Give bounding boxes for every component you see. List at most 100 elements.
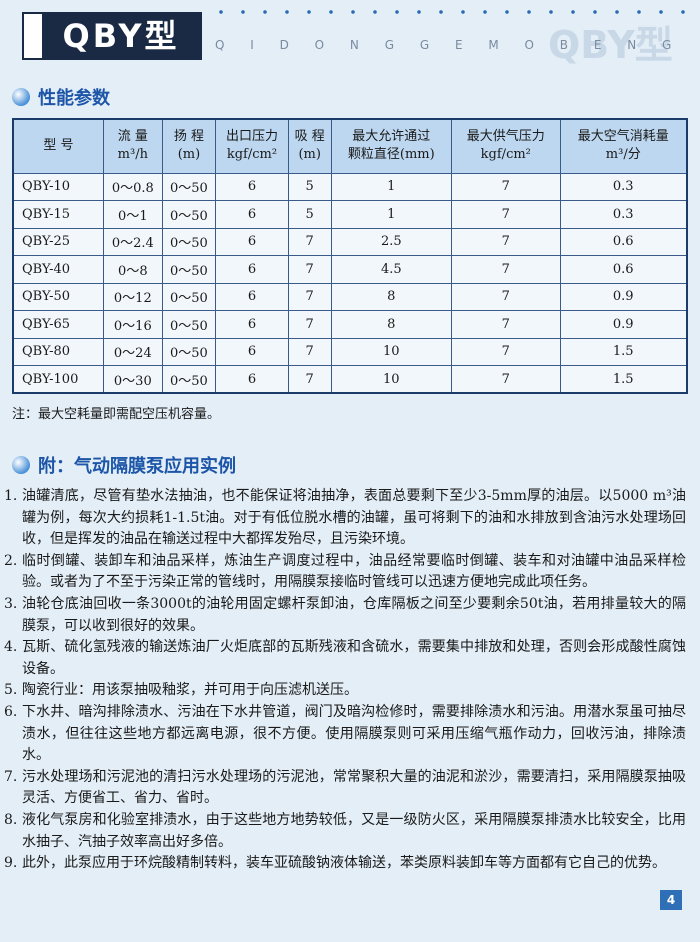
table-cell: 0～50 (161, 282, 217, 311)
table-cell: 7 (287, 365, 332, 394)
table-cell: QBY-40 (12, 255, 104, 284)
table-cell: QBY-100 (12, 365, 104, 394)
table-cell: 0.6 (559, 255, 688, 284)
table-cell: 0～0.8 (102, 172, 163, 201)
table-cell: 7 (287, 310, 332, 339)
table-cell: 8 (330, 310, 453, 339)
table-cell: 6 (215, 310, 289, 339)
header-cell: 最大允许通过 颗粒直径(mm) (330, 118, 453, 174)
item-number: 4. (4, 639, 18, 656)
table-cell: 7 (451, 200, 561, 229)
header-text: 最大供气压力 (466, 129, 545, 145)
table-cell: 1 (330, 200, 453, 229)
table-cell: 0～50 (161, 172, 217, 201)
table-cell: 5 (287, 172, 332, 201)
header-cell: 出口压力 kgf/cm² (215, 118, 289, 174)
table-cell: 5 (287, 200, 332, 229)
table-cell: 7 (451, 337, 561, 366)
table-cell: 0.3 (559, 200, 688, 229)
item-number: 1. (4, 488, 18, 504)
header-text: 吸 程 (294, 129, 325, 145)
table-cell: 0～16 (102, 310, 163, 339)
list-item: 8. 液化气泵房和化验室排渍水，由于这些地方地势较低，又是一级防火区，采用隔膜泵排… (4, 810, 686, 853)
item-text: 污水处理场和污泥池的清扫污水处理场的污泥池，常常聚积大量的油泥和淤沙，需要清扫，… (22, 768, 686, 807)
table-cell: 0～8 (102, 255, 163, 284)
header-title: QBY型 (42, 14, 200, 58)
header-text: kgf/cm² (480, 147, 531, 163)
table-cell: 10 (330, 365, 453, 394)
table-cell: 0～50 (161, 310, 217, 339)
item-number: 8. (4, 811, 18, 828)
table-cell: 0～50 (161, 365, 217, 394)
header-text: (m) (177, 147, 201, 163)
header-cell: 扬 程 (m) (161, 118, 217, 174)
table-cell: 0～50 (161, 337, 217, 366)
table-cell: 7 (451, 172, 561, 201)
list-item: 1. 油罐清底，尽管有垫水法抽油，也不能保证将油抽净，表面总要剩下至少3-5mm厚… (4, 486, 686, 551)
table-cell: 0.9 (559, 282, 688, 311)
list-item: 9. 此外，此泵应用于环烷酸精制转料，装车亚硫酸钠液体输送，苯类原料装卸车等方面都… (4, 853, 686, 875)
table-cell: 6 (215, 200, 289, 229)
header-text: m³/分 (605, 147, 641, 163)
table-cell: 7 (451, 227, 561, 256)
table-cell: 0～50 (161, 200, 217, 229)
table-cell: 0.3 (559, 172, 688, 201)
item-number: 3. (4, 595, 18, 612)
table-cell: 4.5 (330, 255, 453, 284)
table-cell: 7 (287, 282, 332, 311)
table-cell: 7 (451, 365, 561, 394)
table-cell: 0～2.4 (102, 227, 163, 256)
item-text: 油轮仓底油回收一条3000t的油轮用固定螺杆泵卸油，仓库隔板之间至少要剩余50t… (22, 595, 686, 634)
item-text: 下水井、暗沟排除渍水、污油在下水井管道，阀门及暗沟检修时，需要排除渍水和污油。用… (22, 703, 686, 764)
table-cell: 7 (451, 255, 561, 284)
table-cell: 10 (330, 337, 453, 366)
table-cell: 6 (215, 282, 289, 311)
header-text: 最大空气消耗量 (577, 129, 669, 145)
table-row: QBY-10 0～0.8 0～50 6 5 1 7 0.3 (12, 172, 688, 201)
header-text: 颗粒直径(mm) (347, 147, 435, 163)
item-number: 7. (4, 768, 18, 785)
table-row: QBY-80 0～24 0～50 6 7 10 7 1.5 (12, 337, 688, 366)
table-cell: 0～30 (102, 365, 163, 394)
table-cell: 6 (215, 172, 289, 201)
section-title: 附：气动隔膜泵应用实例 (38, 456, 236, 477)
list-item: 5. 陶瓷行业：用该泵抽吸釉浆，并可用于向压滤机送压。 (4, 680, 686, 702)
table-cell: 6 (215, 337, 289, 366)
table-cell: 0～12 (102, 282, 163, 311)
table-cell: 7 (287, 227, 332, 256)
table-cell: QBY-50 (12, 282, 104, 311)
table-row: QBY-40 0～8 0～50 6 7 4.5 7 0.6 (12, 255, 688, 284)
table-cell: QBY-10 (12, 172, 104, 201)
table-cell: 7 (451, 282, 561, 311)
section-heading: 附：气动隔膜泵应用实例 (12, 452, 236, 478)
table-cell: 0.6 (559, 227, 688, 256)
spec-table: 型 号 流 量 m³/h 扬 程 (m) 出口压力 kgf/cm² 吸 程 (m) 最大允许通过颗… (12, 118, 688, 394)
table-row: QBY-100 0～30 0～50 6 7 10 7 1.5 (12, 365, 688, 394)
section-heading: 性能参数 (12, 84, 110, 110)
table-cell: 6 (215, 365, 289, 394)
item-number: 6. (4, 703, 18, 720)
table-cell: 6 (215, 255, 289, 284)
item-number: 5. (4, 682, 18, 699)
table-cell: 2.5 (330, 227, 453, 256)
item-list: 1. 油罐清底，尽管有垫水法抽油，也不能保证将油抽净，表面总要剩下至少3-5mm厚… (4, 486, 686, 875)
item-number: 2. (4, 552, 18, 569)
table-cell: 6 (215, 227, 289, 256)
item-text: 此外，此泵应用于环烷酸精制转料，装车亚硫酸钠液体输送，苯类原料装卸车等方面都有它… (22, 855, 666, 872)
header-text: m³/h (117, 147, 148, 163)
table-cell: 0～24 (102, 337, 163, 366)
list-item: 7. 污水处理场和污泥池的清扫污水处理场的污泥池，常常聚积大量的油泥和淤沙，需要清… (4, 767, 686, 810)
item-text: 液化气泵房和化验室排渍水，由于这些地方地势较低，又是一级防火区，采用隔膜泵排渍水… (22, 811, 686, 850)
section-title: 性能参数 (38, 88, 110, 109)
header-text: kgf/cm² (226, 147, 278, 163)
table-body: QBY-10 0～0.8 0～50 6 5 1 7 0.3 QBY-15 0～1 0～50 6 5 1 7 0… (12, 172, 688, 394)
table-cell: 7 (287, 255, 332, 284)
header-text: 扬 程 (173, 129, 204, 145)
item-text: 瓦斯、硫化氢残液的输送炼油厂火炬底部的瓦斯残液和含硫水，需要集中排放和处理，否则… (22, 639, 686, 677)
header-cell: 最大空气消耗量 m³/分 (559, 118, 688, 174)
list-item: 2. 临时倒罐、装卸车和油品采样，炼油生产调度过程中，油品经常要临时倒罐、装车和对… (4, 551, 686, 594)
header-letters: Q I D O N G G E M O B E N G (215, 38, 683, 52)
header-cell: 吸 程 (m) (287, 118, 332, 174)
table-cell: 1.5 (559, 337, 688, 366)
